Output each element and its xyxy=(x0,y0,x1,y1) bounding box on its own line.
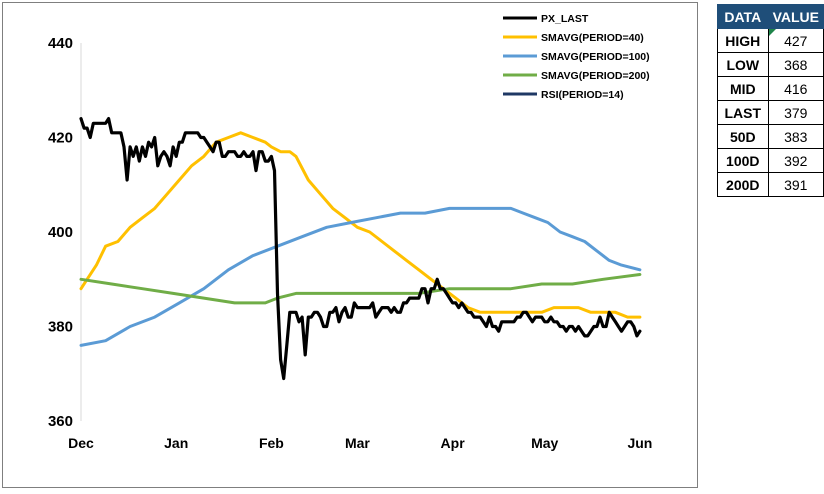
x-tick-labels: Dec Jan Feb Mar Apr May Jun xyxy=(68,435,652,451)
legend-label: SMAVG(PERIOD=40) xyxy=(541,32,644,44)
row-value-last: 379 xyxy=(767,100,824,125)
column-header-data: DATA xyxy=(717,4,769,29)
y-tick-label: 440 xyxy=(48,35,73,52)
series-line-smavg-period-40 xyxy=(79,131,642,319)
row-value-50d: 383 xyxy=(767,124,824,149)
series-line-smavg-period-100 xyxy=(79,206,642,347)
series-line-px-last xyxy=(79,116,642,381)
table-row: 200D 391 xyxy=(717,172,824,197)
legend-label: SMAVG(PERIOD=200) xyxy=(541,70,650,82)
row-label-low: LOW xyxy=(717,52,769,77)
row-value-100d: 392 xyxy=(767,148,824,173)
table-row: HIGH 427 xyxy=(717,28,824,53)
stats-table: DATA VALUE HIGH 427 LOW 368 MID 416 LAST… xyxy=(717,4,824,197)
legend-label: PX_LAST xyxy=(541,13,589,25)
legend-label: SMAVG(PERIOD=100) xyxy=(541,51,650,63)
row-label-200d: 200D xyxy=(717,172,769,197)
row-value-low: 368 xyxy=(767,52,824,77)
table-row: LOW 368 xyxy=(717,52,824,77)
series-line-smavg-period-200 xyxy=(79,273,642,305)
row-value-high: 427 xyxy=(767,28,824,53)
row-value-mid: 416 xyxy=(767,76,824,101)
legend: PX_LAST SMAVG(PERIOD=40) SMAVG(PERIOD=100)… xyxy=(503,13,650,101)
x-tick-label: Apr xyxy=(441,435,466,451)
table-row: 50D 383 xyxy=(717,124,824,149)
row-label-100d: 100D xyxy=(717,148,769,173)
table-row: 100D 392 xyxy=(717,148,824,173)
row-label-mid: MID xyxy=(717,76,769,101)
x-tick-label: Jan xyxy=(164,435,188,451)
line-chart: 440 420 400 380 360 Dec Jan Feb Mar Apr May Jun PX… xyxy=(48,13,652,451)
series-lines xyxy=(79,116,642,381)
y-tick-labels: 440 420 400 380 360 xyxy=(48,35,73,430)
y-tick-label: 420 xyxy=(48,130,73,147)
row-value-200d: 391 xyxy=(767,172,824,197)
chart-panel: 440 420 400 380 360 Dec Jan Feb Mar Apr May Jun PX… xyxy=(2,2,698,488)
cell-marker-icon xyxy=(768,29,776,36)
legend-label: RSI(PERIOD=14) xyxy=(541,89,624,101)
x-tick-label: Mar xyxy=(345,435,370,451)
x-tick-label: Feb xyxy=(259,435,284,451)
row-label-high: HIGH xyxy=(717,28,769,53)
table-row: LAST 379 xyxy=(717,100,824,125)
x-tick-label: Jun xyxy=(627,435,652,451)
y-tick-label: 380 xyxy=(48,319,73,336)
x-tick-label: Dec xyxy=(68,435,94,451)
column-header-value: VALUE xyxy=(767,4,824,29)
row-value-high-text: 427 xyxy=(784,32,808,49)
y-tick-label: 400 xyxy=(48,224,73,241)
x-tick-label: May xyxy=(531,435,558,451)
y-tick-label: 360 xyxy=(48,413,73,430)
row-label-50d: 50D xyxy=(717,124,769,149)
table-row: MID 416 xyxy=(717,76,824,101)
table-header-row: DATA VALUE xyxy=(717,4,824,29)
row-label-last: LAST xyxy=(717,100,769,125)
